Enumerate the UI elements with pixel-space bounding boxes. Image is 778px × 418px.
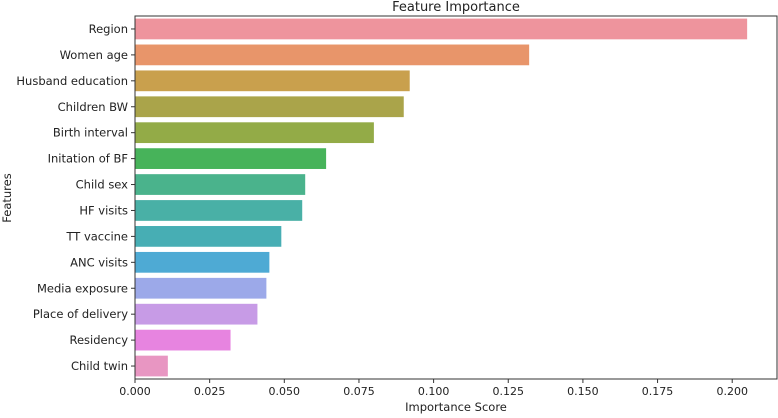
y-tick-label: Initation of BF bbox=[48, 152, 128, 166]
y-tick-labels: Region Women age Husband education Children… bbox=[16, 22, 135, 373]
bar bbox=[135, 70, 410, 92]
y-tick-label: Region bbox=[89, 22, 128, 36]
bar bbox=[135, 355, 168, 377]
bar bbox=[135, 226, 282, 247]
x-tick-label: 0.150 bbox=[567, 385, 599, 398]
bar bbox=[135, 251, 270, 273]
plot-frame bbox=[134, 15, 778, 380]
bar bbox=[135, 174, 306, 195]
y-tick-label: Women age bbox=[60, 48, 128, 62]
x-tick-label: 0.100 bbox=[418, 385, 450, 398]
x-tick-label: 0.050 bbox=[269, 385, 301, 398]
y-tick-label: Children BW bbox=[58, 100, 128, 114]
bar bbox=[135, 96, 404, 118]
bar bbox=[135, 44, 530, 66]
bar bbox=[135, 303, 258, 325]
bar bbox=[135, 148, 327, 169]
y-tick-label: Media exposure bbox=[37, 281, 128, 295]
chart-title: Feature Importance bbox=[392, 0, 520, 15]
y-tick-label: Husband education bbox=[16, 74, 128, 88]
y-axis-label: Features bbox=[0, 173, 14, 222]
x-ticks: 0.000 0.025 0.050 0.075 0.100 0.125 0.150 0.175… bbox=[119, 379, 748, 398]
bar bbox=[135, 18, 748, 40]
y-tick-label: Place of delivery bbox=[33, 307, 128, 321]
bar bbox=[135, 200, 303, 221]
x-tick-label: 0.125 bbox=[493, 385, 525, 398]
y-tick-label: Child twin bbox=[71, 359, 128, 373]
x-tick-label: 0.200 bbox=[716, 385, 748, 398]
x-tick-label: 0.175 bbox=[642, 385, 674, 398]
y-tick-label: Birth interval bbox=[53, 126, 128, 140]
bar bbox=[135, 122, 374, 144]
y-tick-label: ANC visits bbox=[70, 255, 128, 269]
y-tick-label: TT vaccine bbox=[65, 229, 128, 243]
y-tick-label: Child sex bbox=[76, 178, 129, 192]
y-tick-label: HF visits bbox=[79, 203, 128, 217]
bars-layer bbox=[135, 18, 748, 377]
x-tick-label: 0.075 bbox=[343, 385, 375, 398]
x-tick-label: 0.000 bbox=[119, 385, 151, 398]
x-tick-label: 0.025 bbox=[194, 385, 226, 398]
bar bbox=[135, 277, 267, 299]
y-tick-label: Residency bbox=[69, 333, 128, 347]
x-axis-label: Importance Score bbox=[405, 400, 507, 414]
bar bbox=[135, 329, 231, 351]
